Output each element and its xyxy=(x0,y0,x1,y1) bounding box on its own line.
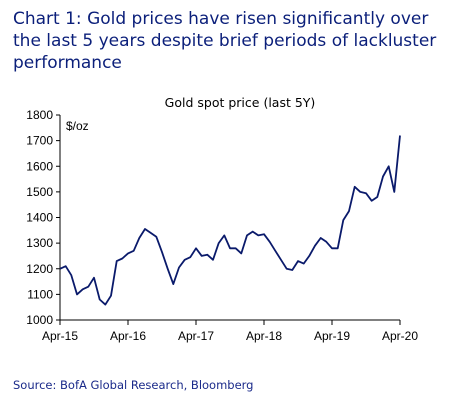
x-tick-label: Apr-19 xyxy=(314,329,350,343)
x-tick-label: Apr-17 xyxy=(178,329,214,343)
y-tick-label: 1200 xyxy=(26,262,53,276)
y-tick-label: 1400 xyxy=(26,211,53,225)
axes xyxy=(59,115,400,321)
x-tick-label: Apr-15 xyxy=(42,329,78,343)
gold-price-line xyxy=(59,135,401,306)
x-tick-label: Apr-18 xyxy=(246,329,282,343)
y-tick-label: 1300 xyxy=(26,236,53,250)
y-tick-label: 1100 xyxy=(27,287,53,301)
x-tick-label: Apr-16 xyxy=(110,329,146,343)
y-tick-label: 1800 xyxy=(26,108,53,122)
y-tick-label: 1500 xyxy=(26,185,53,199)
y-axis-ticks: 1000 1100 1200 1300 1400 1500 1600 1700 1800 xyxy=(26,108,60,327)
x-axis-ticks: Apr-15 Apr-16 Apr-17 Apr-18 Apr-19 Apr-20 xyxy=(42,320,418,343)
chart-title: Gold spot price (last 5Y) xyxy=(164,95,316,110)
y-axis-unit-label: $/oz xyxy=(66,119,89,133)
x-tick-label: Apr-20 xyxy=(382,329,418,343)
y-tick-label: 1700 xyxy=(26,134,53,148)
y-tick-label: 1000 xyxy=(26,313,53,327)
page-title: Chart 1: Gold prices have risen signific… xyxy=(13,9,437,73)
source-note: Source: BofA Global Research, Bloomberg xyxy=(13,378,254,392)
y-tick-label: 1600 xyxy=(26,159,53,173)
